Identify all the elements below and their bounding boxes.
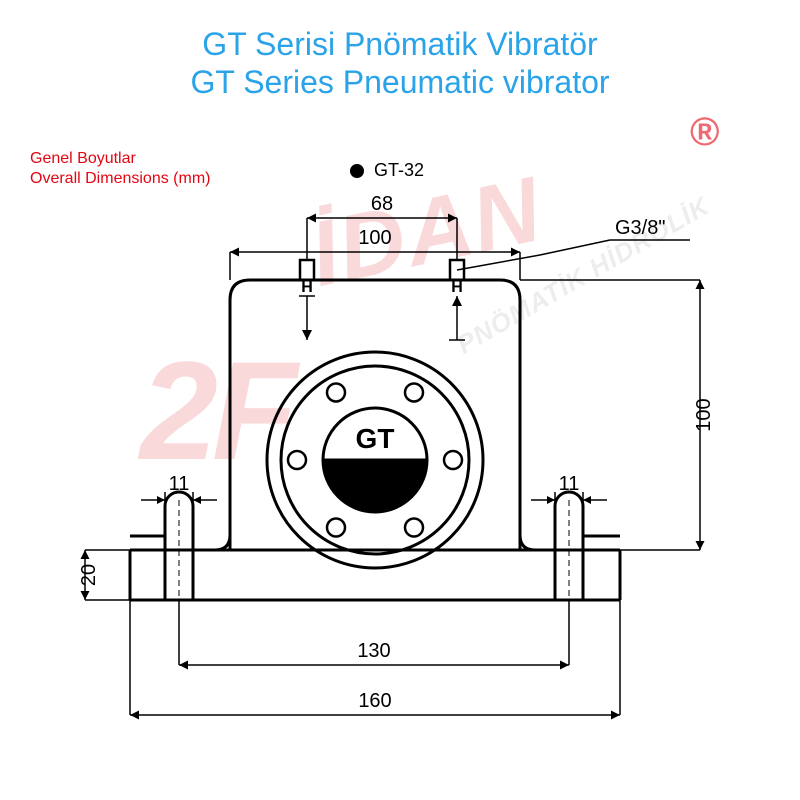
svg-text:H: H [301,279,313,296]
svg-text:130: 130 [357,640,390,662]
technical-drawing: GT H H G3/8" 68 100 130 160 100 20 11 11 [0,0,800,800]
svg-text:11: 11 [559,473,580,495]
svg-text:68: 68 [371,193,393,215]
svg-text:160: 160 [358,690,391,712]
svg-text:20: 20 [78,564,100,586]
svg-text:H: H [451,279,463,296]
svg-text:100: 100 [693,398,715,431]
svg-text:GT: GT [356,423,395,454]
svg-text:11: 11 [169,473,190,495]
datasheet-canvas: { "title": { "line1": "GT Serisi Pnömati… [0,0,800,800]
svg-text:G3/8": G3/8" [615,217,665,239]
svg-text:100: 100 [358,227,391,249]
